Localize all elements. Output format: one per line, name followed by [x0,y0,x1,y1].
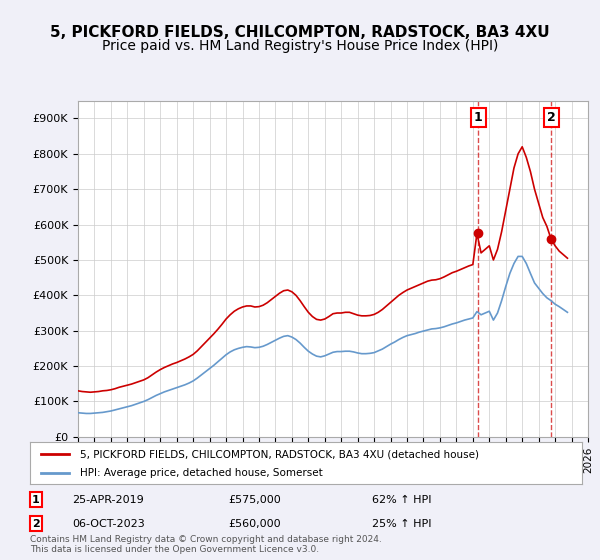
Text: 25% ↑ HPI: 25% ↑ HPI [372,519,431,529]
Text: £560,000: £560,000 [228,519,281,529]
Text: 06-OCT-2023: 06-OCT-2023 [72,519,145,529]
Text: 1: 1 [32,494,40,505]
Text: HPI: Average price, detached house, Somerset: HPI: Average price, detached house, Some… [80,468,322,478]
Text: 25-APR-2019: 25-APR-2019 [72,494,144,505]
Text: 2: 2 [547,111,556,124]
Text: Contains HM Land Registry data © Crown copyright and database right 2024.
This d: Contains HM Land Registry data © Crown c… [30,535,382,554]
Text: 1: 1 [474,111,482,124]
Text: Price paid vs. HM Land Registry's House Price Index (HPI): Price paid vs. HM Land Registry's House … [102,39,498,53]
Text: 5, PICKFORD FIELDS, CHILCOMPTON, RADSTOCK, BA3 4XU (detached house): 5, PICKFORD FIELDS, CHILCOMPTON, RADSTOC… [80,449,479,459]
Text: 5, PICKFORD FIELDS, CHILCOMPTON, RADSTOCK, BA3 4XU: 5, PICKFORD FIELDS, CHILCOMPTON, RADSTOC… [50,25,550,40]
Text: £575,000: £575,000 [228,494,281,505]
Text: 2: 2 [32,519,40,529]
Text: 62% ↑ HPI: 62% ↑ HPI [372,494,431,505]
